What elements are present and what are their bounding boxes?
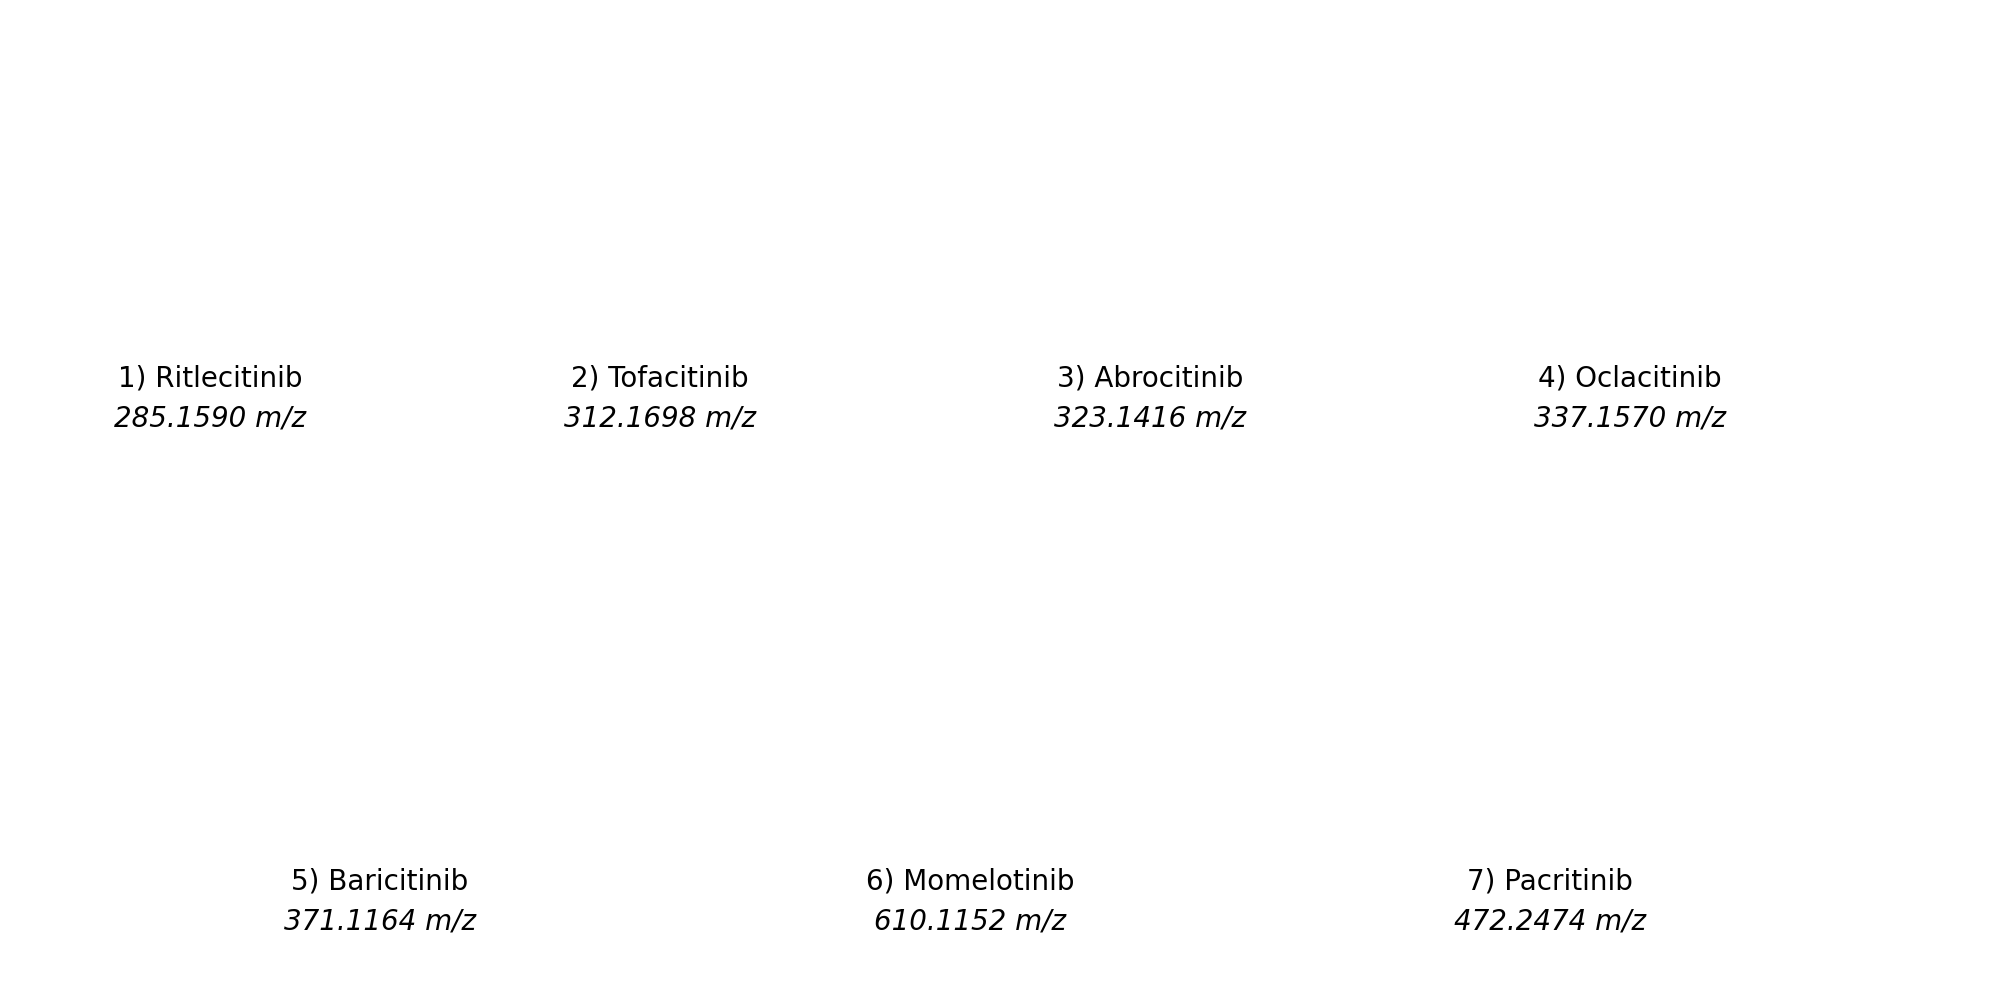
Text: 472.2474 m/z: 472.2474 m/z (1454, 907, 1646, 936)
Text: 2) Tofacitinib: 2) Tofacitinib (572, 364, 748, 392)
Text: 6) Momelotinib: 6) Momelotinib (866, 867, 1074, 895)
Text: 371.1164 m/z: 371.1164 m/z (284, 907, 476, 936)
Text: 4) Oclacitinib: 4) Oclacitinib (1538, 364, 1722, 392)
Text: 285.1590 m/z: 285.1590 m/z (114, 404, 306, 433)
Text: 5) Baricitinib: 5) Baricitinib (292, 867, 468, 895)
Text: 610.1152 m/z: 610.1152 m/z (874, 907, 1066, 936)
Text: 337.1570 m/z: 337.1570 m/z (1534, 404, 1726, 433)
Text: 1) Ritlecitinib: 1) Ritlecitinib (118, 364, 302, 392)
Text: 3) Abrocitinib: 3) Abrocitinib (1056, 364, 1244, 392)
Text: 312.1698 m/z: 312.1698 m/z (564, 404, 756, 433)
Text: 7) Pacritinib: 7) Pacritinib (1468, 867, 1632, 895)
Text: 323.1416 m/z: 323.1416 m/z (1054, 404, 1246, 433)
